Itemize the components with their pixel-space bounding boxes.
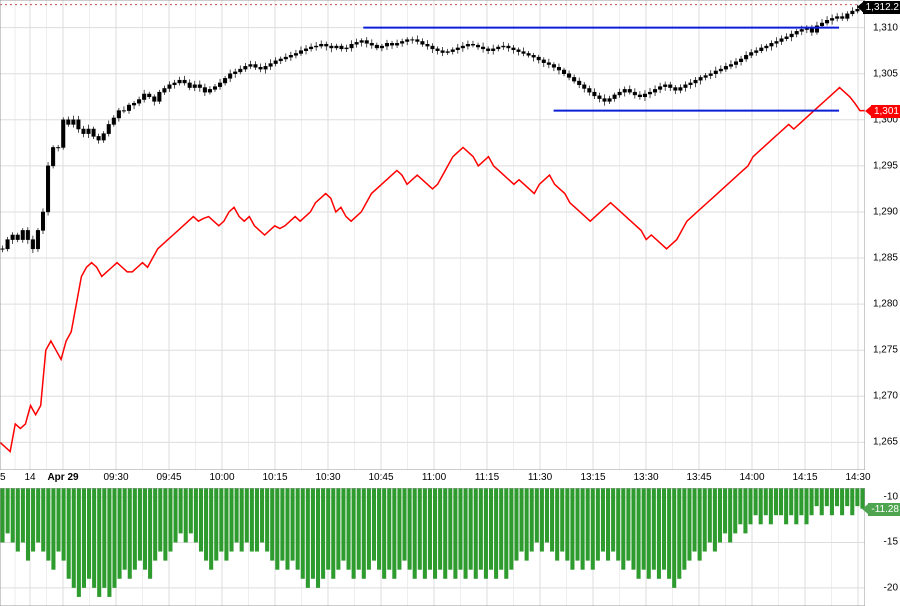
vol-axis-label: -15 (884, 537, 898, 548)
volume-badge: -11.28 (868, 503, 900, 516)
x-axis-label: 09:45 (156, 472, 181, 483)
y-axis-price: 1,2651,2701,2751,2801,2851,2901,2951,300… (865, 0, 900, 470)
x-axis-label: 11:30 (528, 472, 552, 483)
y-axis-label: 1,305 (873, 68, 898, 79)
y-axis-label: 1,295 (873, 160, 898, 171)
x-axis-label: 11:15 (475, 472, 499, 483)
vol-axis-label: -20 (884, 582, 898, 593)
x-axis-label: Apr 29 (47, 472, 78, 483)
x-axis-label: 13:45 (686, 472, 711, 483)
y-axis-label: 1,310 (873, 22, 898, 33)
y-axis-label: 1,280 (873, 299, 898, 310)
y-axis-label: 1,265 (873, 437, 898, 448)
y-axis-label: 1,270 (873, 391, 898, 402)
x-axis-label: 10:00 (209, 472, 234, 483)
price-chart: 1,2651,2701,2751,2801,2851,2901,2951,300… (0, 0, 900, 606)
volume-panel (0, 488, 865, 606)
x-axis-label: 09:30 (103, 472, 128, 483)
x-axis-label: 14:15 (792, 472, 817, 483)
vol-axis-label: -10 (884, 492, 898, 503)
x-axis-label: 14:30 (845, 472, 870, 483)
x-axis-label: 14:00 (739, 472, 764, 483)
x-axis-label: 10:15 (262, 472, 287, 483)
x-axis-label: 14 (24, 472, 35, 483)
y-axis-label: 1,285 (873, 253, 898, 264)
x-axis-label: 11:00 (422, 472, 446, 483)
x-axis-label: 15 (0, 472, 6, 483)
x-axis-label: 10:30 (315, 472, 340, 483)
price-badge-red: 1,301 (871, 105, 900, 118)
x-axis-label: 10:45 (368, 472, 393, 483)
price-panel (0, 0, 865, 470)
y-axis-label: 1,290 (873, 206, 898, 217)
y-axis-label: 1,275 (873, 345, 898, 356)
x-axis-label: 13:15 (580, 472, 605, 483)
price-badge-last: 1,312.2 (863, 1, 900, 14)
x-axis-label: 13:30 (633, 472, 658, 483)
